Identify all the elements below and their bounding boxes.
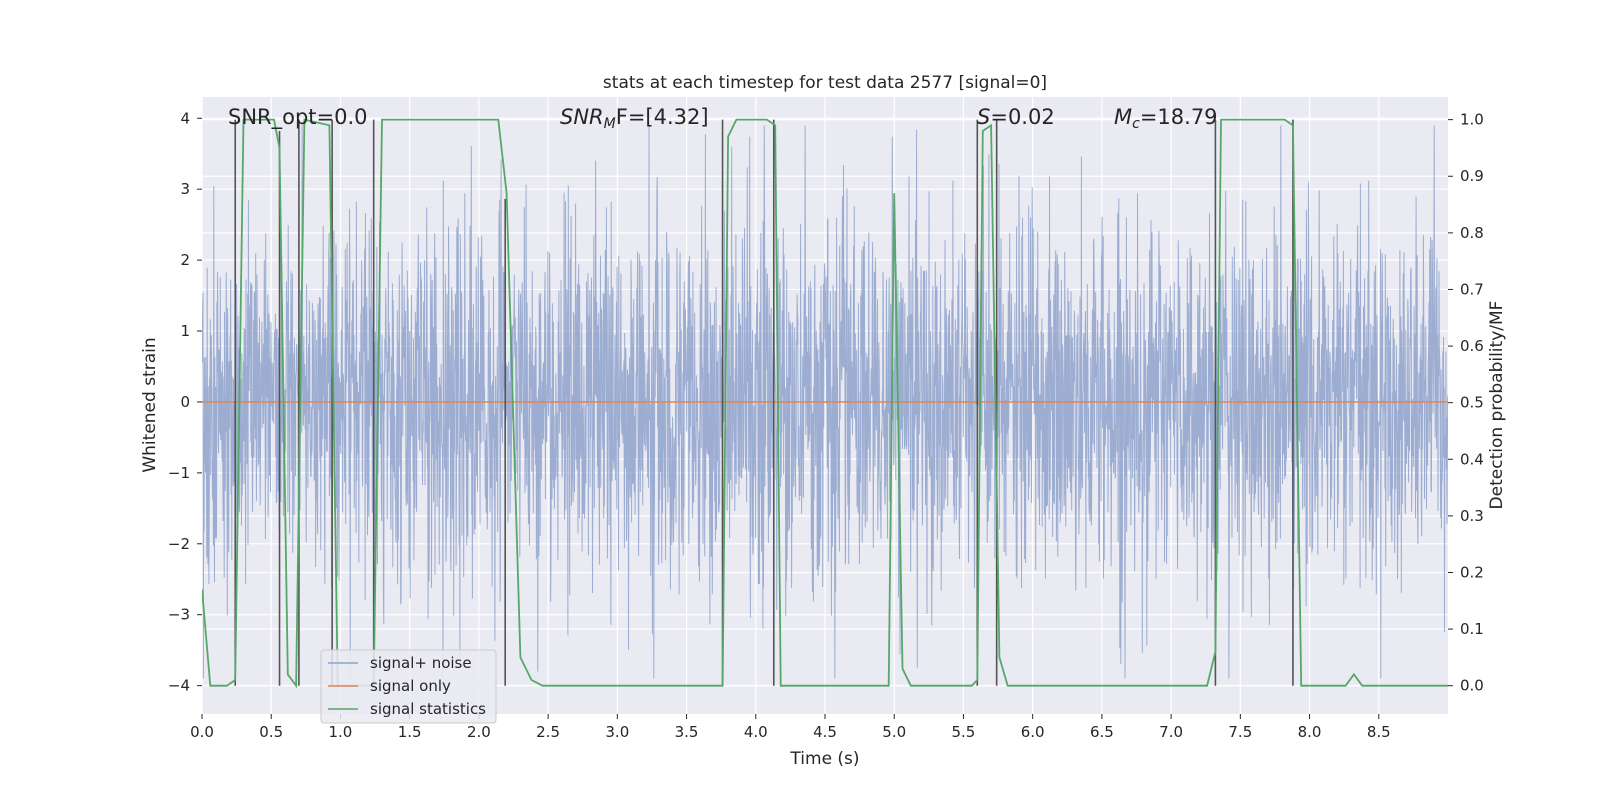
y-right-tick-label: 0.5 — [1460, 394, 1484, 412]
annotation-mc: Mc=18.79 — [1114, 105, 1218, 132]
y-right-tick-label: 0.9 — [1460, 167, 1484, 185]
y-left-tick-label: 1 — [180, 322, 190, 340]
y-right-tick-label: 0.6 — [1460, 337, 1484, 355]
legend-label-signal-only: signal only — [370, 677, 451, 695]
x-tick-label: 0.0 — [190, 723, 214, 741]
y-left-tick-label: 0 — [180, 393, 190, 411]
x-tick-label: 6.5 — [1090, 723, 1114, 741]
legend-label-signal-statistics: signal statistics — [370, 700, 486, 718]
x-tick-label: 1.0 — [329, 723, 353, 741]
x-tick-label: 4.5 — [813, 723, 837, 741]
y-left-tick-label: 3 — [180, 180, 190, 198]
x-axis-label: Time (s) — [789, 749, 859, 769]
series-signal-noise — [202, 125, 1448, 679]
x-tick-label: 3.5 — [675, 723, 699, 741]
x-tick-label: 6.0 — [1021, 723, 1045, 741]
legend-label-signal-noise: signal+ noise — [370, 654, 472, 672]
x-tick-label: 8.5 — [1367, 723, 1391, 741]
y-right-tick-label: 1.0 — [1460, 111, 1484, 129]
y-left-tick-label: −1 — [168, 464, 190, 482]
x-tick-label: 1.5 — [398, 723, 422, 741]
chart-title: stats at each timestep for test data 257… — [603, 73, 1047, 93]
y-right-tick-label: 0.4 — [1460, 450, 1484, 468]
x-tick-label: 8.0 — [1298, 723, 1322, 741]
x-tick-label: 5.0 — [882, 723, 906, 741]
y-axis-left-label: Whitened strain — [140, 337, 160, 472]
y-right-tick-label: 0.1 — [1460, 620, 1484, 638]
x-tick-label: 4.0 — [744, 723, 768, 741]
y-right-tick-label: 0.2 — [1460, 563, 1484, 581]
y-left-tick-label: −4 — [168, 677, 190, 695]
x-tick-label: 7.5 — [1228, 723, 1252, 741]
x-tick-label: 7.0 — [1159, 723, 1183, 741]
annotation-s: S=0.02 — [977, 105, 1055, 129]
y-left-tick-label: −3 — [168, 606, 190, 624]
y-left-tick-label: 4 — [180, 109, 190, 127]
series-signal-statistics — [202, 118, 1448, 689]
y-right-tick-label: 0.8 — [1460, 224, 1484, 242]
y-right-tick-label: 0.7 — [1460, 280, 1484, 298]
legend: signal+ noise signal only signal statist… — [320, 649, 497, 724]
x-tick-label: 0.5 — [259, 723, 283, 741]
annotation-snr-mf: SNRMF=[4.32] — [560, 105, 709, 132]
x-tick-label: 3.0 — [605, 723, 629, 741]
annotation-snr-opt: SNR_opt=0.0 — [228, 105, 368, 130]
x-tick-label: 2.0 — [467, 723, 491, 741]
bound-lines — [234, 119, 1294, 686]
y-axis-left-ticks: −4 −3 −2 −1 0 1 2 3 4 — [168, 109, 202, 695]
y-right-tick-label: 0.3 — [1460, 507, 1484, 525]
y-right-tick-label: 0.0 — [1460, 677, 1484, 695]
x-tick-label: 5.5 — [952, 723, 976, 741]
y-axis-right-label: Detection probability/MF — [1487, 301, 1507, 510]
x-tick-label: 2.5 — [536, 723, 560, 741]
y-left-tick-label: 2 — [180, 251, 190, 269]
x-axis-ticks: 0.0 0.5 1.0 1.5 2.0 2.5 3.0 3.5 4.0 4.5 5.0 5.5 6.0 6… — [190, 714, 1391, 741]
legend-box — [320, 649, 497, 724]
y-left-tick-label: −2 — [168, 535, 190, 553]
y-axis-right-ticks: 0.0 0.1 0.2 0.3 0.4 0.5 0.6 0.7 0.8 0.9 1.0 — [1448, 111, 1484, 695]
